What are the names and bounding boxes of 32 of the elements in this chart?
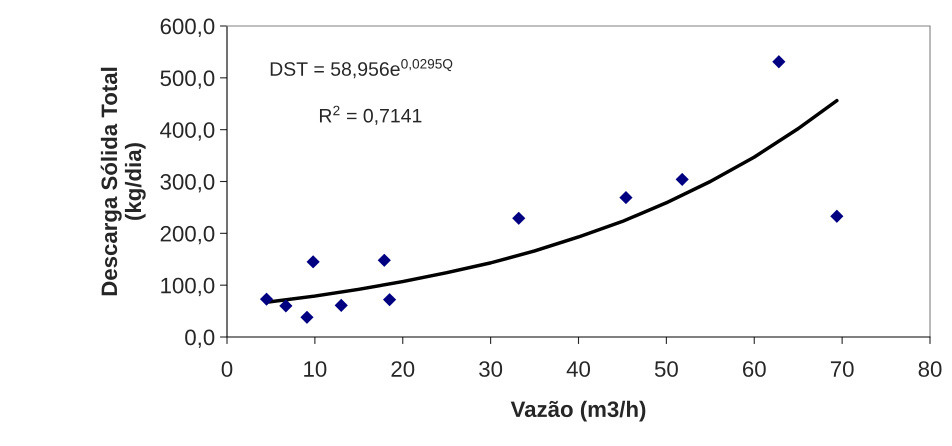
x-tick-label: 80	[918, 361, 942, 377]
y-tick-label: 100,0	[161, 278, 214, 296]
y-tick-label: 400,0	[160, 122, 214, 141]
y-tick-label: 300,0	[160, 174, 214, 192]
point	[334, 298, 348, 312]
point	[830, 210, 844, 223]
x-axis-title: Vazão (m3/h)	[510, 400, 646, 422]
x-tick-label: 0	[222, 361, 232, 377]
annotation: DST = 58,956e$^{0,0295Q}$	[270, 59, 452, 78]
annotation: R$^{2}$ = 0,7141	[320, 106, 422, 125]
point	[382, 293, 396, 306]
point	[279, 299, 292, 312]
y-tick-label: 600,0	[160, 18, 214, 37]
x-tick-label: 50	[654, 361, 678, 377]
point	[300, 310, 314, 324]
point	[676, 172, 689, 186]
x-tick-label: 30	[479, 361, 502, 377]
point	[772, 55, 786, 68]
x-tick-label: 70	[830, 361, 854, 377]
x-tick-label: 20	[392, 361, 414, 377]
point	[619, 190, 633, 204]
x-tick-label: 10	[304, 361, 326, 377]
y-axis-title: Descarga Sólida Total (kg/dia)	[100, 68, 146, 296]
point	[260, 292, 274, 306]
point	[378, 254, 391, 267]
x-tick-label: 60	[743, 361, 766, 377]
y-tick-label: 0,0	[185, 330, 214, 348]
x-tick-label: 40	[566, 361, 590, 377]
point	[306, 255, 320, 268]
y-tick-label: 200,0	[160, 226, 214, 244]
point	[512, 212, 526, 225]
y-tick-label: 500,0	[160, 70, 214, 89]
